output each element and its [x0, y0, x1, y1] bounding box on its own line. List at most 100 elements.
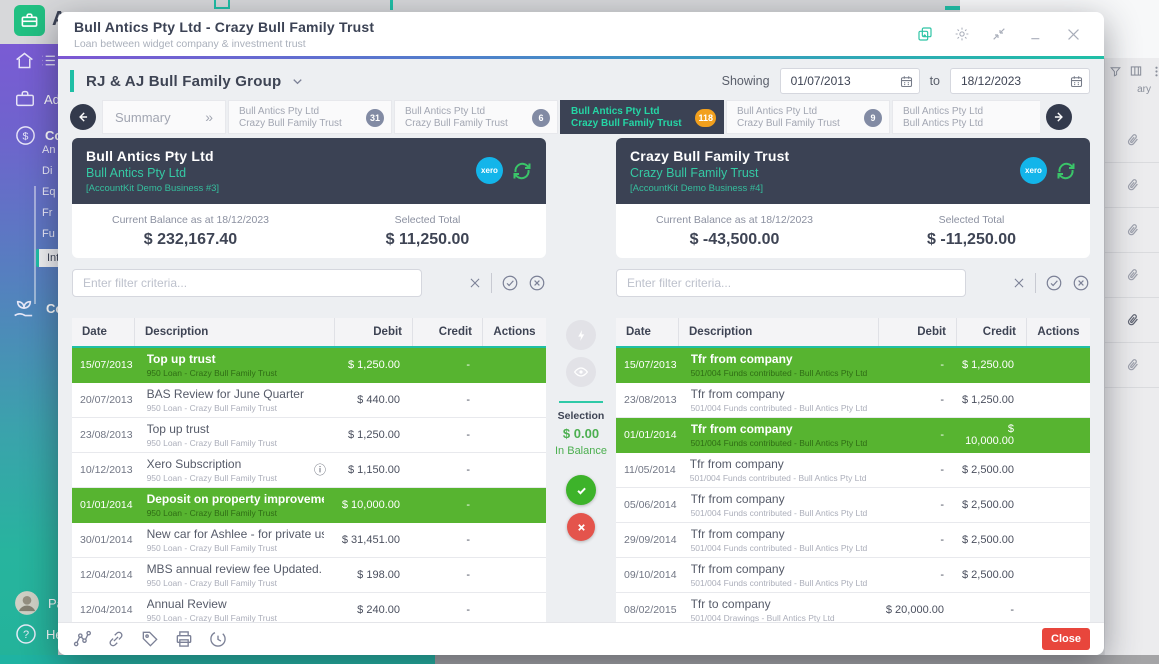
- filter-input[interactable]: [72, 269, 422, 297]
- attachment-row[interactable]: [1105, 253, 1159, 298]
- relationship-graph-icon[interactable]: [72, 629, 92, 649]
- table-row[interactable]: 01/01/2014 Deposit on property improveme…: [72, 488, 546, 523]
- kebab-menu-icon[interactable]: [1150, 65, 1159, 78]
- calendar-icon[interactable]: [899, 74, 914, 89]
- tag-icon[interactable]: [140, 629, 160, 649]
- duplicate-window-icon[interactable]: [917, 26, 933, 42]
- sidebar-item-admin[interactable]: Ad: [0, 88, 60, 110]
- sidebar-subitem[interactable]: Fr: [42, 207, 53, 219]
- attachment-row[interactable]: [1105, 163, 1159, 208]
- close-icon[interactable]: [1065, 26, 1082, 43]
- tabs-forward-button[interactable]: [1046, 104, 1072, 130]
- row-credit: $ 2,500.00: [962, 499, 1014, 511]
- sidebar-item-profile[interactable]: Pa: [0, 590, 64, 616]
- sidebar-item-help[interactable]: ? He: [0, 622, 63, 646]
- clear-filter-icon[interactable]: [1012, 276, 1026, 290]
- date-to-value[interactable]: [951, 69, 1089, 93]
- company-note: [AccountKit Demo Business #4]: [630, 183, 764, 194]
- table-row[interactable]: 08/02/2015 Tfr to company 501/004 Drawin…: [616, 593, 1090, 622]
- collapse-window-icon[interactable]: [991, 26, 1007, 42]
- attachment-row[interactable]: [1105, 298, 1159, 343]
- settings-gear-icon[interactable]: [954, 26, 970, 42]
- confirm-match-button[interactable]: [566, 475, 596, 505]
- row-date: 12/04/2014: [80, 569, 133, 581]
- modal-header: Bull Antics Pty Ltd - Crazy Bull Family …: [58, 12, 1104, 56]
- table-row[interactable]: 10/12/2013 Xero Subscription 950 Loan - …: [72, 453, 546, 488]
- tab-loan-account[interactable]: Bull Antics Pty Ltd Crazy Bull Family Tr…: [726, 100, 890, 134]
- table-row[interactable]: 23/08/2013 Top up trust 950 Loan - Crazy…: [72, 418, 546, 453]
- table-row[interactable]: 23/08/2013 Tfr from company 501/004 Fund…: [616, 383, 1090, 418]
- preview-button[interactable]: [566, 357, 596, 387]
- select-all-icon[interactable]: [501, 274, 519, 292]
- attachment-row[interactable]: [1105, 343, 1159, 388]
- sidebar-subitem[interactable]: Eq: [42, 186, 56, 198]
- chevron-down-icon[interactable]: [290, 74, 305, 89]
- row-debit: -: [940, 359, 944, 371]
- filter-input[interactable]: [616, 269, 966, 297]
- row-date: 20/07/2013: [80, 394, 133, 406]
- select-all-icon[interactable]: [1045, 274, 1063, 292]
- tab-loan-account[interactable]: Bull Antics Pty Ltd Crazy Bull Family Tr…: [560, 100, 724, 134]
- row-account: 501/004 Funds contributed - Bull Antics …: [690, 367, 868, 378]
- minimize-icon[interactable]: [1028, 26, 1044, 42]
- col-credit: Credit: [956, 318, 1026, 346]
- sync-icon[interactable]: [510, 159, 534, 183]
- date-from-value[interactable]: [780, 69, 919, 93]
- attachment-row[interactable]: [1105, 208, 1159, 253]
- table-row[interactable]: 12/04/2014 Annual Review 950 Loan - Craz…: [72, 593, 546, 622]
- tab-entity-2: Crazy Bull Family Trust: [405, 118, 508, 129]
- table-row[interactable]: 05/06/2014 Tfr from company 501/004 Fund…: [616, 488, 1090, 523]
- tab-summary[interactable]: Summary »: [102, 100, 226, 134]
- info-icon[interactable]: ⓘ: [313, 462, 326, 477]
- reject-match-button[interactable]: [567, 513, 595, 541]
- row-debit: $ 31,451.00: [341, 534, 400, 546]
- table-row[interactable]: 30/01/2014 New car for Ashlee - for priv…: [72, 523, 546, 558]
- sidebar-subitem[interactable]: Fu: [42, 228, 55, 240]
- table-row[interactable]: 15/07/2013 Top up trust 950 Loan - Crazy…: [72, 348, 546, 383]
- link-icon[interactable]: [106, 629, 126, 649]
- tabs-back-button[interactable]: [70, 104, 96, 130]
- tab-loan-account[interactable]: Bull Antics Pty Ltd Bull Antics Pty Ltd: [892, 100, 1040, 134]
- table-row[interactable]: 09/10/2014 Tfr from company 501/004 Fund…: [616, 558, 1090, 593]
- row-debit: -: [940, 429, 944, 441]
- tab-loan-account[interactable]: Bull Antics Pty Ltd Crazy Bull Family Tr…: [394, 100, 558, 134]
- deselect-all-icon[interactable]: [1072, 274, 1090, 292]
- deselect-all-icon[interactable]: [528, 274, 546, 292]
- date-from-input[interactable]: [779, 68, 920, 94]
- sidebar-item-contributions[interactable]: Co: [0, 294, 63, 322]
- table-row[interactable]: 12/04/2014 MBS annual review fee Updated…: [72, 558, 546, 593]
- row-account: 501/004 Funds contributed - Bull Antics …: [690, 402, 868, 413]
- tab-count-badge: 9: [864, 109, 882, 127]
- columns-icon[interactable]: [1129, 64, 1143, 78]
- table-row[interactable]: 01/01/2014 Tfr from company 501/004 Fund…: [616, 418, 1090, 453]
- filter-icon[interactable]: [1109, 65, 1122, 78]
- sidebar-item-home[interactable]: [0, 50, 58, 71]
- row-credit: $ 2,500.00: [962, 569, 1014, 581]
- tab-entity-2: Crazy Bull Family Trust: [571, 118, 682, 129]
- clear-filter-icon[interactable]: [468, 276, 482, 290]
- table-row[interactable]: 11/05/2014 Tfr from company 501/004 Fund…: [616, 453, 1090, 488]
- auto-match-button[interactable]: [566, 320, 596, 350]
- close-button[interactable]: Close: [1042, 628, 1090, 650]
- col-actions: Actions: [1026, 318, 1090, 346]
- print-icon[interactable]: [174, 629, 194, 649]
- attachment-row[interactable]: [1105, 118, 1159, 163]
- table-row[interactable]: 15/07/2013 Tfr from company 501/004 Fund…: [616, 348, 1090, 383]
- history-clock-icon[interactable]: [208, 629, 228, 649]
- sidebar-subitem-active[interactable]: Int: [36, 249, 66, 267]
- tab-loan-account[interactable]: Bull Antics Pty Ltd Crazy Bull Family Tr…: [228, 100, 392, 134]
- sidebar-subitem[interactable]: An: [42, 144, 56, 156]
- home-icon: [14, 50, 35, 71]
- tab-entity-1: Bull Antics Pty Ltd: [239, 106, 320, 117]
- row-description: Tfr from company: [690, 562, 785, 576]
- selection-divider: [559, 401, 603, 403]
- sidebar-subitem[interactable]: Di: [42, 165, 53, 177]
- app-logo[interactable]: [14, 5, 45, 36]
- table-row[interactable]: 20/07/2013 BAS Review for June Quarter 9…: [72, 383, 546, 418]
- balance-row: Current Balance as at 18/12/2023 $ -43,5…: [616, 204, 1090, 258]
- table-row[interactable]: 29/09/2014 Tfr from company 501/004 Fund…: [616, 523, 1090, 558]
- sync-icon[interactable]: [1054, 159, 1078, 183]
- calendar-icon[interactable]: [1069, 74, 1084, 89]
- date-to-input[interactable]: [950, 68, 1090, 94]
- current-balance-value: $ -43,500.00: [689, 230, 780, 248]
